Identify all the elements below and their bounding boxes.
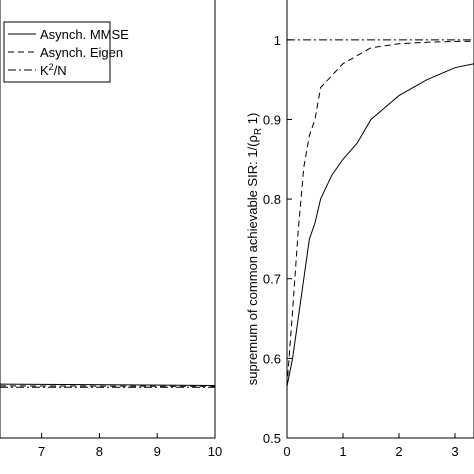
y-tick-label: 0.7	[263, 272, 281, 287]
x-tick-label: 8	[96, 444, 103, 459]
y-label-tail: 1)	[245, 113, 260, 128]
x-tick-label: 3	[451, 444, 458, 459]
legend-base: K	[40, 63, 49, 78]
x-tick-label: 2	[395, 444, 402, 459]
x-tick-label: 0	[283, 444, 290, 459]
y-label-sub: R	[253, 128, 264, 135]
legend-sup: 2	[49, 62, 54, 72]
x-tick-label: 1	[339, 444, 346, 459]
legend-label: Asynch. MMSE	[40, 27, 129, 42]
y-axis-label: supremum of common achievable SIR: 1/(ρR…	[245, 113, 264, 386]
x-tick-label: 9	[154, 444, 161, 459]
y-label-text: supremum of common achievable SIR: 1/(ρ	[245, 135, 260, 385]
series-line	[286, 40, 474, 387]
legend-label: Asynch. Eigen	[40, 45, 123, 60]
series-line	[286, 63, 474, 387]
legend-label: K2/N	[40, 62, 67, 78]
series-line	[0, 383, 216, 386]
axes-frame	[286, 0, 474, 439]
y-tick-label: 1	[274, 33, 281, 48]
y-tick-label: 0.5	[263, 431, 281, 446]
y-tick-label: 0.6	[263, 351, 281, 366]
axes-frame	[0, 0, 216, 439]
legend-tail: /N	[54, 63, 67, 78]
y-tick-label: 0.8	[263, 192, 281, 207]
x-tick-label: 10	[208, 444, 222, 459]
x-tick-label: 7	[38, 444, 45, 459]
y-tick-label: 0.9	[263, 112, 281, 127]
